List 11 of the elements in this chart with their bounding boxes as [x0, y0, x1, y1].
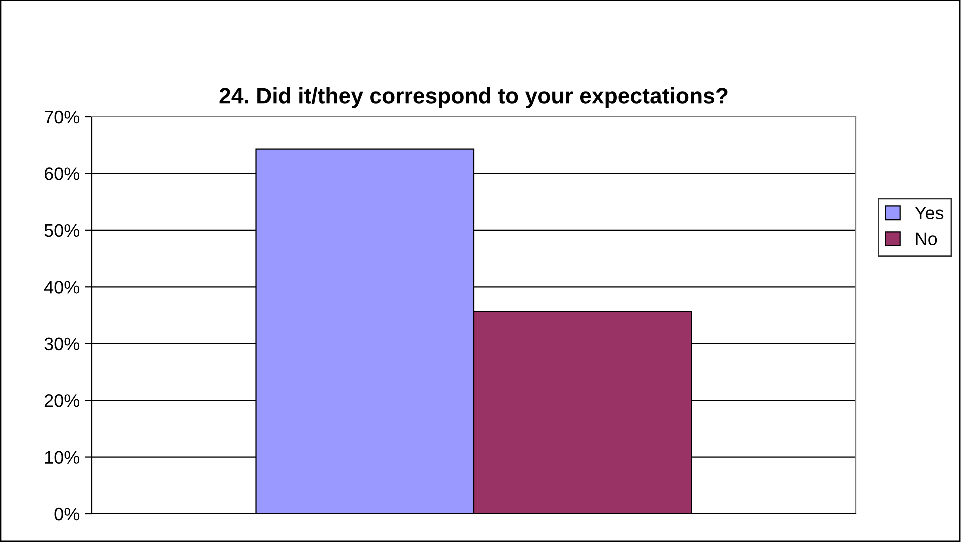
y-tick-label: 50% [44, 224, 80, 238]
y-tick-label: 0% [54, 508, 80, 521]
chart-title: 24. Did it/they correspond to your expectations? [220, 88, 728, 108]
legend-label: No [916, 232, 938, 246]
y-tick-label: 60% [44, 168, 80, 180]
legend-label: Yes [915, 206, 944, 220]
y-tick-label: 70% [44, 110, 80, 124]
y-tick-label: 40% [44, 281, 80, 294]
y-tick-label: 30% [44, 338, 80, 351]
y-tick-label: 10% [45, 451, 80, 464]
y-tick-label: 20% [44, 394, 80, 408]
